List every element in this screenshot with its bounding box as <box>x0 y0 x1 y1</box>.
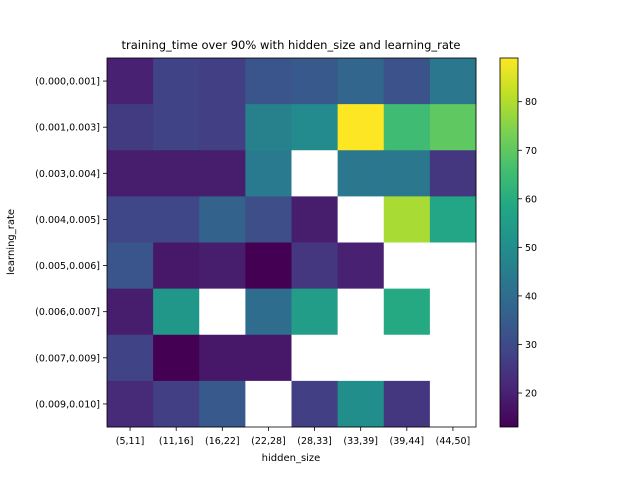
colorbar: 20 30 40 50 60 70 80 <box>499 57 537 428</box>
heatmap-cell <box>199 150 246 197</box>
heatmap-cell <box>107 150 154 197</box>
heatmap-cell <box>383 58 431 105</box>
heatmap-cell <box>291 58 339 105</box>
plot-frame <box>106 57 477 428</box>
y-tick-label: (0.001,0.003] <box>35 123 100 134</box>
colorbar-tick-label: 50 <box>525 243 537 254</box>
heatmap-cell <box>153 288 200 336</box>
heatmap-cell <box>199 242 246 290</box>
heatmap-cell <box>153 334 200 382</box>
heatmap-cell <box>107 334 154 382</box>
heatmap-cell <box>337 288 385 336</box>
heatmap-cell <box>337 334 385 382</box>
heatmap-cell <box>291 334 339 382</box>
heatmap-cell <box>429 380 477 428</box>
colorbar-ticks: 20 30 40 50 60 70 80 <box>518 97 537 400</box>
heatmap-cell <box>429 334 477 382</box>
heatmap-cell <box>383 288 431 336</box>
heatmap-cell <box>291 150 339 197</box>
heatmap-cell <box>245 242 292 290</box>
y-tick-label: (0.003,0.004] <box>35 169 100 180</box>
x-tick-label: (28,33] <box>297 436 332 447</box>
heatmap-cell <box>107 242 154 290</box>
heatmap-cell <box>153 196 200 243</box>
y-tick-label: (0.005,0.006] <box>35 261 100 272</box>
heatmap-cell <box>245 196 292 243</box>
heatmap-cell <box>383 150 431 197</box>
heatmap-cell <box>107 58 154 105</box>
y-ticks: (0.000,0.001] (0.001,0.003] (0.003,0.004] (… <box>35 77 107 410</box>
chart-title: training_time over 90% with hidden_size … <box>122 38 461 52</box>
heatmap-cell <box>199 380 246 428</box>
heatmap-cell <box>107 196 154 243</box>
y-axis-label: learning_rate <box>6 209 17 275</box>
heatmap-cell <box>199 196 246 243</box>
heatmap-cell <box>245 334 292 382</box>
x-tick-label: (5,11] <box>116 436 145 447</box>
x-tick-label: (39,44] <box>390 436 425 447</box>
heatmap-cell <box>199 58 246 105</box>
heatmap-cell <box>153 150 200 197</box>
colorbar-tick-label: 20 <box>525 389 537 400</box>
heatmap-cell <box>153 58 200 105</box>
colorbar-tick-label: 30 <box>525 340 537 351</box>
heatmap-cell <box>337 380 385 428</box>
heatmap-cell <box>337 150 385 197</box>
heatmap-cell <box>153 242 200 290</box>
x-axis-label: hidden_size <box>262 453 321 464</box>
x-tick-label: (44,50] <box>436 436 471 447</box>
heatmap-cell <box>153 104 200 151</box>
x-tick-label: (22,28] <box>251 436 286 447</box>
heatmap-cell <box>291 104 339 151</box>
y-tick-label: (0.000,0.001] <box>35 77 100 88</box>
heatmap-cell <box>245 104 292 151</box>
colorbar-tick-label: 80 <box>525 97 537 108</box>
heatmap-cell <box>429 196 477 243</box>
heatmap-cell <box>199 288 246 336</box>
heatmap-cell <box>383 104 431 151</box>
heatmap-cell <box>429 242 477 290</box>
heatmap-cell <box>107 380 154 428</box>
x-ticks: (5,11] (11,16] (16,22] (22,28] (28,33] (33,39… <box>116 427 470 447</box>
heatmap-cell <box>383 380 431 428</box>
y-tick-label: (0.004,0.005] <box>35 215 100 226</box>
heatmap-cell <box>291 242 339 290</box>
heatmap-cell <box>245 58 292 105</box>
heatmap-cell <box>107 288 154 336</box>
heatmap-cell <box>337 196 385 243</box>
heatmap-cell <box>337 104 385 151</box>
y-tick-label: (0.007,0.009] <box>35 353 100 364</box>
colorbar-gradient <box>499 57 519 428</box>
heatmap-cell <box>199 104 246 151</box>
y-tick-label: (0.009,0.010] <box>35 399 100 410</box>
heatmap-cell <box>245 380 292 428</box>
heatmap-cell <box>199 334 246 382</box>
heatmap-cell <box>337 58 385 105</box>
y-tick-label: (0.006,0.007] <box>35 307 100 318</box>
heatmap-cell <box>383 334 431 382</box>
heatmap-cell <box>429 288 477 336</box>
heatmap-cell <box>429 58 477 105</box>
heatmap-cell <box>383 242 431 290</box>
heatmap-cell <box>429 150 477 197</box>
heatmap-cells <box>107 58 477 428</box>
heatmap-cell <box>383 196 431 243</box>
colorbar-tick-label: 70 <box>525 146 537 157</box>
heatmap-cell <box>429 104 477 151</box>
heatmap-cell <box>291 288 339 336</box>
colorbar-tick-label: 60 <box>525 194 537 205</box>
heatmap-cell <box>107 104 154 151</box>
heatmap-cell <box>291 380 339 428</box>
heatmap-cell <box>245 288 292 336</box>
heatmap-cell <box>245 150 292 197</box>
colorbar-tick-label: 40 <box>525 291 537 302</box>
heatmap-cell <box>291 196 339 243</box>
x-tick-label: (11,16] <box>159 436 194 447</box>
x-tick-label: (16,22] <box>205 436 240 447</box>
heatmap-cell <box>337 242 385 290</box>
x-tick-label: (33,39] <box>343 436 378 447</box>
heatmap-cell <box>153 380 200 428</box>
